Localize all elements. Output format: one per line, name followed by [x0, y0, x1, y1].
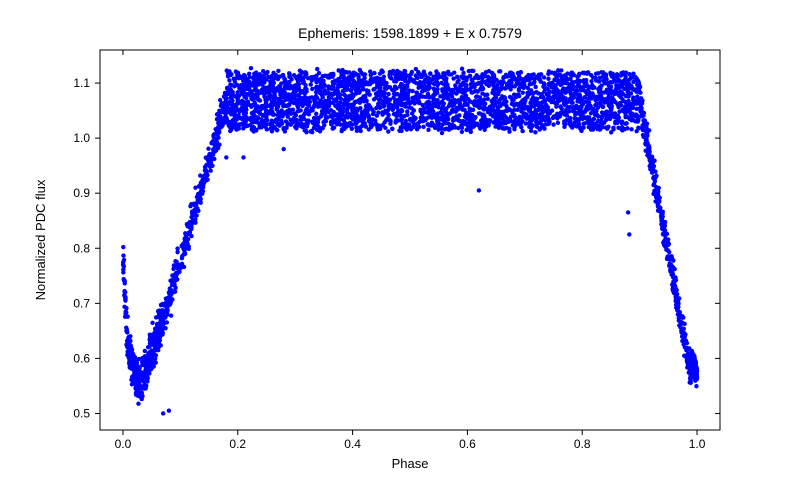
x-tick-label: 0.2 [229, 437, 246, 451]
x-tick-label: 0.4 [344, 437, 361, 451]
y-tick-label: 0.9 [73, 186, 90, 200]
x-tick-label: 1.0 [689, 437, 706, 451]
y-tick-label: 0.5 [73, 406, 90, 420]
chart-container: 0.0 0.2 0.4 0.6 0.8 1.0 0.5 0.6 0.7 0.8 0.9 1.0 1.1… [0, 0, 800, 500]
y-tick-label: 0.6 [73, 351, 90, 365]
x-tick-label: 0.6 [459, 437, 476, 451]
scatter-chart: 0.0 0.2 0.4 0.6 0.8 1.0 0.5 0.6 0.7 0.8 0.9 1.0 1.1… [0, 0, 800, 500]
x-axis-label: Phase [392, 456, 429, 471]
y-tick-label: 0.8 [73, 241, 90, 255]
y-axis-label: Normalized PDC flux [33, 179, 48, 300]
y-tick-label: 0.7 [73, 296, 90, 310]
y-tick-label: 1.1 [73, 76, 90, 90]
x-tick-label: 0.0 [115, 437, 132, 451]
y-tick-label: 1.0 [73, 131, 90, 145]
x-tick-label: 0.8 [574, 437, 591, 451]
chart-title: Ephemeris: 1598.1899 + E x 0.7579 [298, 25, 522, 41]
